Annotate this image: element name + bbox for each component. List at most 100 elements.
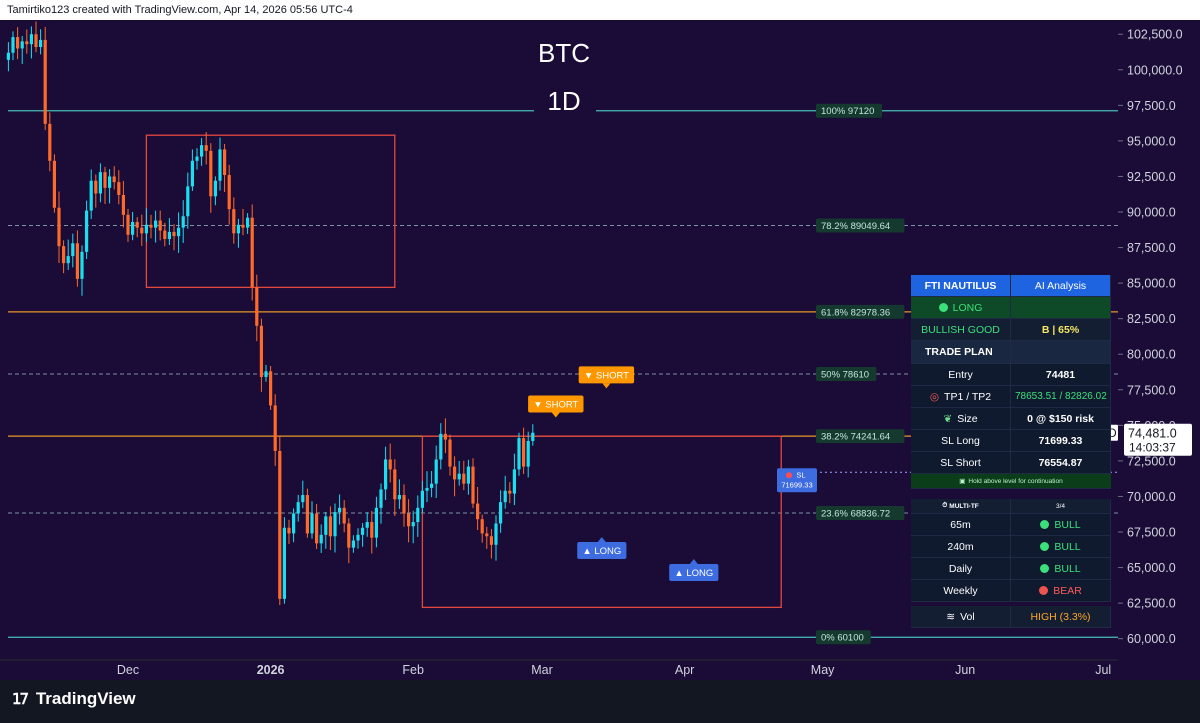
sl-short-row: SL Short 76554.87 <box>911 452 1111 474</box>
tf-state-cell: BULL <box>1011 558 1111 579</box>
signal-label: ▲ LONG <box>674 568 713 579</box>
candle-body <box>181 216 185 228</box>
sl-long-value: 71699.33 <box>1011 430 1111 451</box>
tf-state: BULL <box>1054 562 1081 575</box>
candle-body <box>388 459 392 470</box>
price-tick-label: 100,000.0 <box>1127 63 1183 77</box>
candle-body <box>448 439 452 467</box>
entry-label: Entry <box>911 364 1011 385</box>
signal-cell: LONG <box>911 297 1011 318</box>
candle-body <box>374 507 378 538</box>
price-tick-label: 87,500.0 <box>1127 241 1176 255</box>
candle-body <box>443 433 447 440</box>
time-tick-label: Feb <box>402 663 424 677</box>
candles <box>6 21 535 605</box>
brand-name: TradingView <box>35 689 136 708</box>
attribution-bar: Tamirtiko123 created with TradingView.co… <box>0 0 1200 20</box>
panel-header-right: AI Analysis <box>1011 275 1111 296</box>
candle-body <box>407 513 411 527</box>
candle-body <box>485 533 489 537</box>
tf-row: Daily BULL <box>911 558 1111 580</box>
time-tick-label: Jun <box>955 663 975 677</box>
signal-label: ▼ SHORT <box>584 370 629 381</box>
candle-body <box>112 176 116 183</box>
candle-body <box>416 507 420 523</box>
attribution-text: Tamirtiko123 created with TradingView.co… <box>7 4 353 16</box>
fib-level-label: 100% 97120 <box>821 106 874 117</box>
price-tick-label: 85,000.0 <box>1127 277 1176 291</box>
candle-body <box>25 41 29 45</box>
time-tick-label: Jul <box>1095 663 1111 677</box>
candle-body <box>466 466 470 484</box>
short-signal-badge <box>578 366 635 384</box>
fib-level-tag <box>816 429 905 444</box>
candle-body <box>499 502 503 524</box>
candle-body <box>397 495 401 500</box>
stop-icon <box>786 472 792 479</box>
candle-body <box>512 469 516 494</box>
bias-value: BULLISH GOOD <box>911 319 1011 340</box>
candle-body <box>342 507 346 524</box>
candle-body <box>480 519 484 534</box>
indicator-panel: FTI NAUTILUS AI Analysis LONG BULLISH GO… <box>911 275 1111 628</box>
fib-level-label: 78.2% 89049.64 <box>821 221 890 232</box>
price-tick-label: 72,500.0 <box>1127 454 1176 468</box>
tp-cell: ◎ TP1 / TP2 <box>911 386 1011 407</box>
tradingview-logo[interactable]: 𝟣𝟩 TradingView <box>12 689 136 709</box>
fib-level-label: 23.6% 68836.72 <box>821 508 890 519</box>
short-signal-pointer <box>602 383 611 389</box>
candle-body <box>223 149 227 176</box>
candle-body <box>305 495 309 534</box>
tf-label: Weekly <box>911 580 1011 601</box>
candle-body <box>328 516 332 537</box>
candle-body <box>227 175 231 210</box>
tp-value: 78653.51 / 82826.02 <box>1011 386 1111 407</box>
hint-row: ▣ Hold above level for continuation <box>911 474 1111 489</box>
candle-body <box>190 160 194 187</box>
sl-short-label: SL Short <box>911 452 1011 473</box>
candle-body <box>6 52 10 60</box>
candle-body <box>411 522 415 527</box>
size-cell: ❦ Size <box>911 408 1011 429</box>
fib-level-label: 50% 78610 <box>821 369 869 380</box>
candle-body <box>34 34 38 48</box>
price-tick-label: 95,000.0 <box>1127 134 1176 148</box>
chart-title: BTC <box>538 38 590 68</box>
tf-state-cell: BEAR <box>1011 580 1111 601</box>
tp-label: TP1 / TP2 <box>944 390 992 403</box>
time-tick-label: 2026 <box>257 663 285 677</box>
price-tick-label: 82,500.0 <box>1127 312 1176 326</box>
fib-level-tag <box>816 630 871 645</box>
mtf-count: 3/4 <box>1011 499 1111 513</box>
candle-body <box>57 207 61 247</box>
sl-long-row: SL Long 71699.33 <box>911 430 1111 452</box>
price-tick-label: 90,000.0 <box>1127 206 1176 220</box>
candle-body <box>310 513 314 534</box>
tf-state: BULL <box>1054 540 1081 553</box>
info-icon: ▣ <box>959 478 966 485</box>
candle-body <box>80 251 84 279</box>
signal-cell-empty <box>1011 297 1111 318</box>
plan-title-empty <box>1011 341 1111 363</box>
tf-label: 65m <box>911 514 1011 535</box>
candle-body <box>167 231 171 240</box>
candle-body <box>140 227 144 234</box>
candle-body <box>489 536 493 545</box>
price-tick-label: 92,500.0 <box>1127 170 1176 184</box>
signal-value: LONG <box>952 301 983 314</box>
fib-level-label: 61.8% 82978.36 <box>821 307 890 318</box>
candle-body <box>351 540 355 548</box>
candle-body <box>213 180 217 197</box>
vol-label: Vol <box>960 610 975 623</box>
price-tick-label: 97,500.0 <box>1127 99 1176 113</box>
candle-body <box>246 217 250 228</box>
candle-body <box>347 523 351 548</box>
candle-body <box>108 176 112 188</box>
candle-body <box>439 433 443 460</box>
tf-label: 240m <box>911 536 1011 557</box>
time-axis[interactable]: Dec 2026 Feb Mar Apr May Jun Jul <box>0 659 1118 677</box>
tf-state-cell: BULL <box>1011 514 1111 535</box>
candle-body <box>476 503 480 520</box>
price-tick-label: 102,500.0 <box>1127 28 1183 42</box>
